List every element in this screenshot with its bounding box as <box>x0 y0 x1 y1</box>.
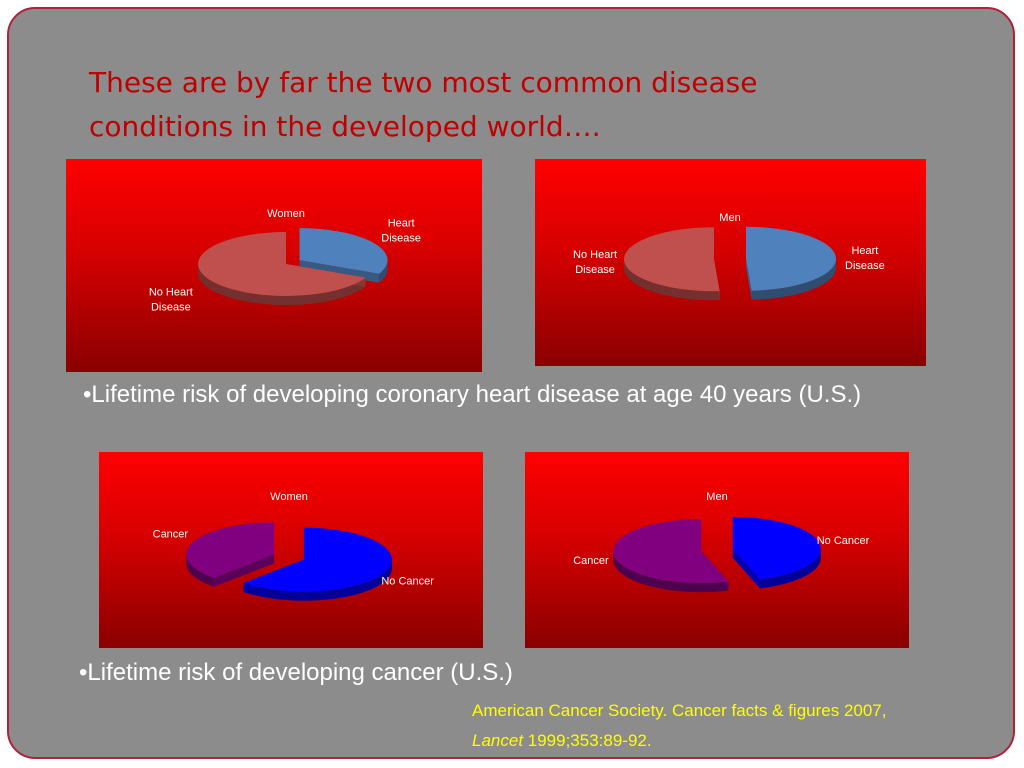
citation-line-1: American Cancer Society. Cancer facts & … <box>472 701 887 720</box>
pie-svg: Men Heart Disease No Heart Disease <box>573 212 885 301</box>
slice-label-heart-disease: Heart Disease <box>845 245 885 272</box>
pie-chart-women-cancer: Women No Cancer Cancer <box>99 452 483 648</box>
pie-svg: Women Heart Disease No Heart Disease <box>149 208 421 313</box>
citation-journal: Lancet <box>472 731 524 750</box>
slice-label-no-heart-disease: No Heart Disease <box>149 286 193 313</box>
slice-label-cancer: Cancer <box>573 555 609 567</box>
citation: American Cancer Society. Cancer facts & … <box>472 696 886 756</box>
slice-label-cancer: Cancer <box>153 528 189 540</box>
pie-svg: Men No Cancer Cancer <box>573 491 870 593</box>
title-line-1: These are by far the two most common dis… <box>89 66 758 99</box>
pie-slice-cancer <box>186 522 275 587</box>
pie-slice-cancer <box>613 519 729 593</box>
pie-slice-no-heart-disease <box>624 227 720 301</box>
title-line-2: conditions in the developed world…. <box>89 110 601 143</box>
pie-slice-no-cancer <box>243 527 392 601</box>
chart-title: Men <box>706 491 727 503</box>
citation-ref: 1999;353:89-92. <box>523 731 652 750</box>
bullet-cancer-risk: •Lifetime risk of developing cancer (U.S… <box>79 659 513 686</box>
citation-line-2: Lancet 1999;353:89-92. <box>472 726 886 756</box>
slice-label-no-cancer: No Cancer <box>381 576 434 588</box>
slide-title: These are by far the two most common dis… <box>89 61 949 149</box>
pie-slice-no-heart-disease <box>198 232 366 305</box>
bullet-heart-risk: •Lifetime risk of developing coronary he… <box>83 381 862 408</box>
slice-label-no-heart-disease: No Heart Disease <box>573 249 617 276</box>
chart-title: Women <box>270 491 308 503</box>
pie-chart-women-heart: Women Heart Disease No Heart Disease <box>66 159 482 372</box>
pie-chart-men-cancer: Men No Cancer Cancer <box>525 452 909 648</box>
chart-title: Women <box>267 208 305 220</box>
slide: These are by far the two most common dis… <box>7 7 1015 759</box>
pie-chart-men-heart: Men Heart Disease No Heart Disease <box>535 159 926 366</box>
slice-label-no-cancer: No Cancer <box>817 535 870 547</box>
slice-label-heart-disease: Heart Disease <box>381 218 421 245</box>
chart-title: Men <box>719 212 740 224</box>
pie-slice-no-cancer <box>732 516 821 589</box>
pie-slice-heart-disease <box>745 226 836 300</box>
pie-svg: Women No Cancer Cancer <box>153 491 434 601</box>
